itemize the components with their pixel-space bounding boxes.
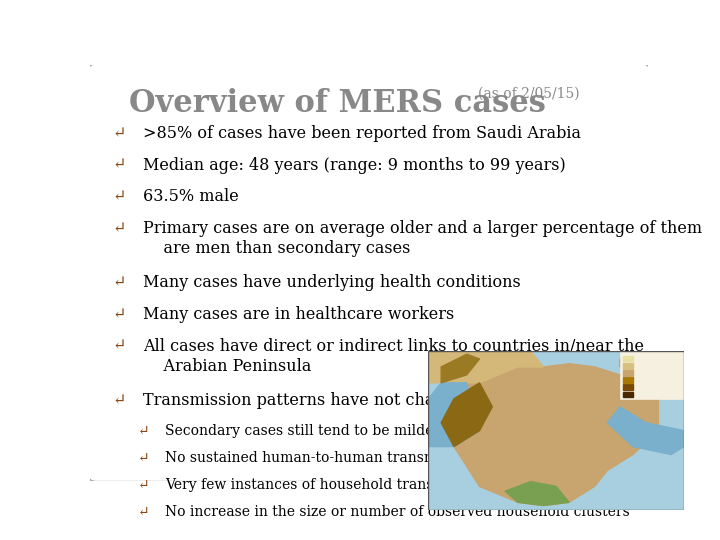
- Text: ↵: ↵: [112, 338, 126, 355]
- Polygon shape: [505, 482, 569, 505]
- Bar: [623, 392, 633, 397]
- Bar: [623, 363, 633, 368]
- Text: Primary cases are on average older and a larger percentage of them
    are men t: Primary cases are on average older and a…: [143, 220, 702, 257]
- Polygon shape: [428, 351, 544, 383]
- Text: >85% of cases have been reported from Saudi Arabia: >85% of cases have been reported from Sa…: [143, 125, 581, 142]
- Bar: [623, 384, 633, 390]
- Text: ↵: ↵: [112, 392, 126, 409]
- Text: Secondary cases still tend to be milder than primary cases: Secondary cases still tend to be milder …: [166, 424, 580, 437]
- Text: Many cases are in healthcare workers: Many cases are in healthcare workers: [143, 306, 454, 323]
- Text: Very few instances of household transmission for recently: Very few instances of household transmis…: [166, 478, 575, 492]
- Bar: [620, 351, 684, 399]
- Text: All cases have direct or indirect links to countries in/near the
    Arabian Pen: All cases have direct or indirect links …: [143, 338, 644, 375]
- Polygon shape: [607, 407, 684, 455]
- Text: Overview of MERS cases: Overview of MERS cases: [129, 87, 546, 119]
- Bar: [623, 377, 633, 383]
- Polygon shape: [620, 351, 684, 383]
- Text: (as of 2/05/15): (as of 2/05/15): [478, 86, 580, 100]
- Text: Transmission patterns have not changed:: Transmission patterns have not changed:: [143, 392, 480, 409]
- Polygon shape: [441, 354, 480, 383]
- Text: ↵: ↵: [112, 220, 126, 237]
- Text: Many cases have underlying health conditions: Many cases have underlying health condit…: [143, 274, 521, 292]
- Polygon shape: [428, 383, 480, 447]
- Text: ↵: ↵: [138, 505, 149, 519]
- Text: No increase in the size or number of observed household clusters: No increase in the size or number of obs…: [166, 505, 630, 519]
- Bar: [623, 370, 633, 376]
- Bar: [623, 356, 633, 361]
- Text: ↵: ↵: [138, 424, 149, 437]
- Text: ↵: ↵: [138, 451, 149, 464]
- Text: No sustained human-to-human transmission: No sustained human-to-human transmission: [166, 451, 478, 464]
- Polygon shape: [441, 383, 492, 447]
- Text: ↵: ↵: [112, 274, 126, 292]
- Text: ↵: ↵: [138, 478, 149, 492]
- Text: ↵: ↵: [112, 157, 126, 174]
- Text: 63.5% male: 63.5% male: [143, 188, 239, 205]
- FancyBboxPatch shape: [89, 64, 649, 482]
- Text: Median age: 48 years (range: 9 months to 99 years): Median age: 48 years (range: 9 months to…: [143, 157, 566, 174]
- Polygon shape: [441, 354, 659, 505]
- Text: ↵: ↵: [112, 306, 126, 323]
- Text: ↵: ↵: [112, 125, 126, 142]
- Text: ↵: ↵: [112, 188, 126, 205]
